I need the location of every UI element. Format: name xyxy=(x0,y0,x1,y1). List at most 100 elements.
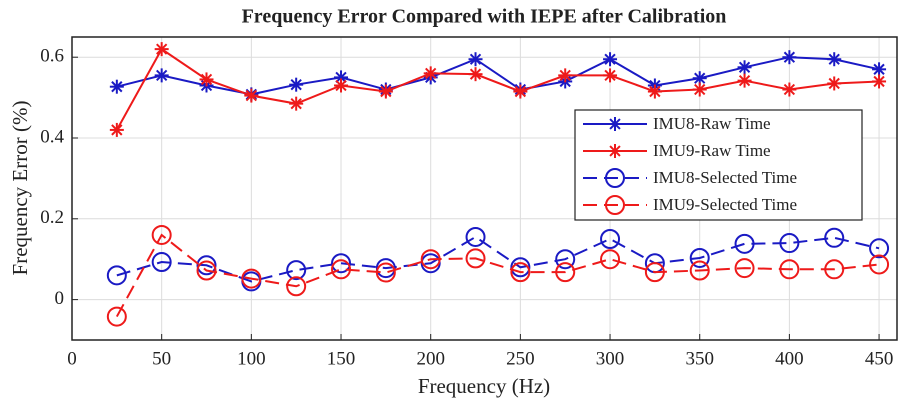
marker xyxy=(199,72,214,87)
marker-stroke xyxy=(335,71,347,84)
marker xyxy=(555,249,576,270)
x-tick-label: 400 xyxy=(775,348,804,369)
marker-stroke xyxy=(604,53,616,65)
marker xyxy=(151,252,172,273)
x-tick-label: 450 xyxy=(865,348,894,369)
marker xyxy=(600,249,621,270)
marker xyxy=(510,262,531,283)
marker xyxy=(151,224,172,245)
marker-stroke xyxy=(873,63,885,75)
legend-label: IMU9-Selected Time xyxy=(653,195,797,214)
marker xyxy=(423,66,438,81)
marker xyxy=(605,195,625,215)
y-tick-label: 0.4 xyxy=(40,126,64,147)
marker xyxy=(827,76,842,91)
marker-stroke xyxy=(290,98,302,110)
x-tick-label: 0 xyxy=(67,348,77,369)
marker xyxy=(603,68,618,83)
marker xyxy=(375,258,396,279)
series-line xyxy=(115,233,880,318)
marker-stroke xyxy=(111,81,123,93)
marker xyxy=(109,122,124,137)
marker-stroke xyxy=(609,118,621,130)
marker xyxy=(154,68,169,83)
marker xyxy=(420,249,441,270)
marker xyxy=(603,52,618,67)
marker xyxy=(782,50,797,65)
marker xyxy=(465,248,486,269)
marker-stroke xyxy=(873,75,885,88)
marker xyxy=(106,306,127,327)
marker-stroke xyxy=(649,85,661,98)
marker xyxy=(510,257,531,278)
marker xyxy=(605,168,625,188)
marker-stroke xyxy=(694,83,706,96)
marker xyxy=(289,77,304,92)
marker-stroke xyxy=(425,67,437,80)
marker-stroke xyxy=(469,53,482,65)
marker-stroke xyxy=(200,73,213,86)
marker xyxy=(869,238,890,259)
marker xyxy=(692,82,707,97)
marker xyxy=(689,247,710,268)
marker xyxy=(196,255,217,276)
marker xyxy=(109,79,124,94)
x-axis-label: Frequency (Hz) xyxy=(418,374,550,398)
marker xyxy=(779,259,800,280)
marker xyxy=(378,84,393,99)
y-axis-label: Frequency Error (%) xyxy=(8,101,32,276)
marker xyxy=(644,262,665,283)
marker-stroke xyxy=(604,69,616,82)
marker xyxy=(286,276,307,297)
marker xyxy=(468,52,483,67)
marker xyxy=(513,84,528,99)
marker-stroke xyxy=(245,89,258,102)
legend-label: IMU8-Raw Time xyxy=(653,114,771,133)
marker xyxy=(286,260,307,281)
marker-stroke xyxy=(111,124,123,136)
marker xyxy=(154,42,169,57)
chart-title: Frequency Error Compared with IEPE after… xyxy=(242,6,727,28)
marker xyxy=(241,268,262,289)
marker-stroke xyxy=(783,83,796,96)
x-tick-label: 300 xyxy=(596,348,625,369)
marker-stroke xyxy=(828,77,840,90)
marker xyxy=(558,68,573,83)
marker-stroke xyxy=(828,53,840,65)
marker xyxy=(331,259,352,280)
marker xyxy=(737,60,752,75)
marker-stroke xyxy=(609,145,621,157)
marker xyxy=(824,259,845,280)
marker xyxy=(824,227,845,248)
marker xyxy=(872,74,887,89)
marker xyxy=(334,78,349,93)
marker-stroke xyxy=(738,61,751,73)
x-tick-label: 150 xyxy=(327,348,356,369)
legend-label: IMU9-Raw Time xyxy=(653,141,771,160)
marker xyxy=(600,229,621,249)
marker xyxy=(468,67,483,82)
marker xyxy=(375,262,396,283)
marker xyxy=(689,260,710,281)
marker xyxy=(782,82,797,97)
marker xyxy=(872,62,887,77)
marker xyxy=(289,96,304,111)
marker-stroke xyxy=(694,72,706,84)
marker xyxy=(244,88,259,103)
marker-stroke xyxy=(738,74,751,87)
x-tick-label: 50 xyxy=(152,348,171,369)
marker-stroke xyxy=(156,69,168,82)
marker-stroke xyxy=(783,51,796,63)
marker-stroke xyxy=(469,68,482,80)
series-line xyxy=(116,235,880,283)
marker xyxy=(331,253,352,274)
legend-label: IMU8-Selected Time xyxy=(653,168,797,187)
series-line xyxy=(115,47,880,131)
x-tick-label: 250 xyxy=(506,348,535,369)
x-tick-label: 350 xyxy=(685,348,714,369)
marker-stroke xyxy=(290,79,302,91)
marker-stroke xyxy=(380,85,392,98)
marker xyxy=(647,84,662,99)
plot-frame xyxy=(71,36,898,341)
